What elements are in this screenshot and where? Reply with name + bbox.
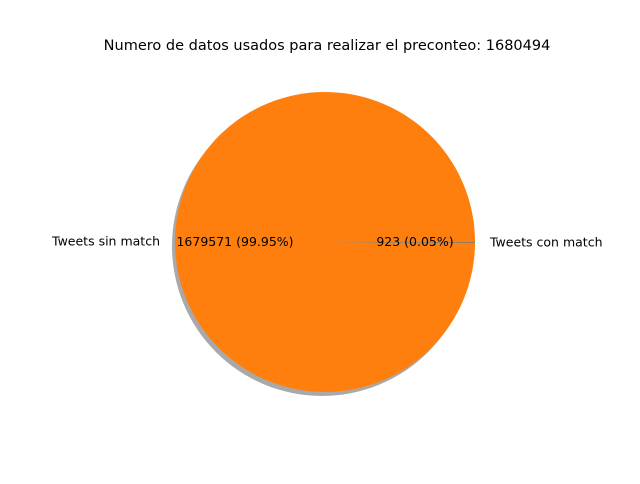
pie-slice-layer (174, 91, 475, 392)
chart-title: Numero de datos usados para realizar el … (104, 38, 551, 54)
slice-value-label-tweets-con-match: 923 (0.05%) (376, 234, 453, 249)
pie-text-layer: Tweets sin match 1679571 (99.95%) Tweets c… (51, 234, 602, 250)
slice-label-tweets-sin-match: Tweets sin match (51, 234, 160, 249)
slice-label-tweets-con-match: Tweets con match (489, 234, 603, 249)
pie-slice-tweets-con-match (325, 242, 475, 243)
slice-value-label-tweets-sin-match: 1679571 (99.95%) (176, 234, 293, 249)
pie-slice-tweets-sin-match (174, 91, 475, 392)
